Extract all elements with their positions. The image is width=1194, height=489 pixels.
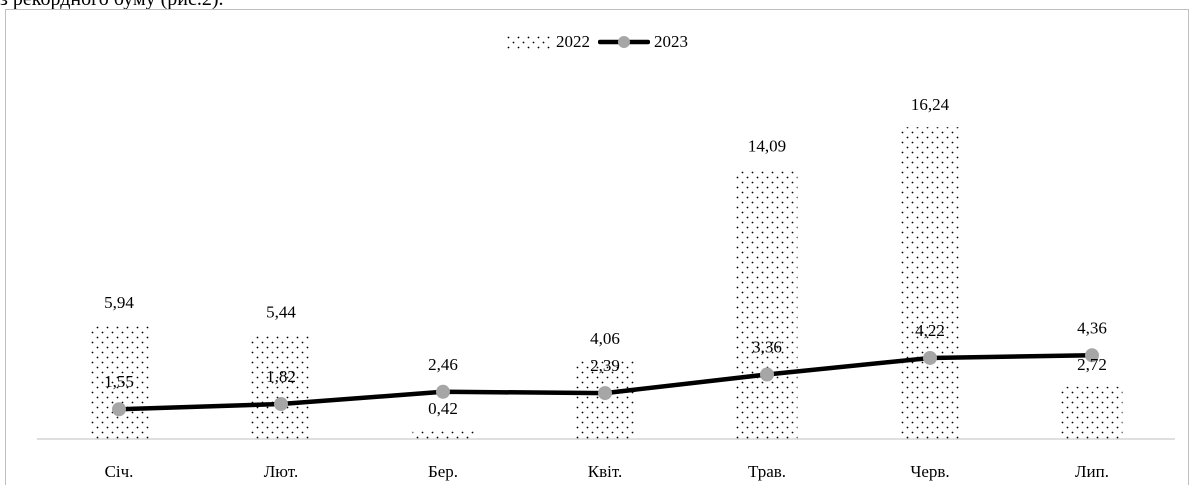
bar-label-2022-4: 14,09 [748, 136, 786, 155]
bars-layer [88, 127, 1123, 440]
legend-label-2023: 2023 [654, 32, 688, 51]
bar-label-2022-1: 5,44 [266, 303, 296, 322]
text-caption: з рекордного буму (рис.2). [0, 0, 224, 11]
bar-label-2022-2: 0,42 [428, 399, 458, 418]
x-tick-label-2: Бер. [428, 462, 458, 481]
bar-label-2022-3: 4,06 [590, 329, 620, 348]
x-tick-label-4: Трав. [748, 462, 786, 481]
point-2023-5 [923, 350, 937, 365]
point-label-2023-6: 4,36 [1077, 318, 1107, 337]
point-label-2023-4: 3,36 [752, 337, 782, 356]
point-label-2023-0: 1,55 [104, 372, 134, 391]
x-tick-label-1: Лют. [264, 462, 298, 481]
point-2023-2 [436, 384, 450, 399]
bar-2022-4 [736, 168, 798, 440]
point-label-2023-3: 2,39 [590, 356, 620, 375]
x-tick-label-6: Лип. [1075, 462, 1109, 481]
point-2023-4 [760, 367, 774, 382]
tick-labels-layer: Січ. Лют. Бер. Квіт. Трав. Черв. Лип. [105, 462, 1109, 481]
bar-2022-6 [1061, 386, 1123, 439]
point-label-2023-2: 2,46 [428, 355, 458, 374]
x-tick-label-5: Черв. [910, 462, 949, 481]
legend-label-2022: 2022 [556, 32, 590, 51]
bar-label-2022-5: 16,24 [911, 95, 950, 114]
bar-2022-0 [88, 324, 150, 439]
bar-2022-5 [899, 127, 961, 439]
bar-2022-2 [412, 430, 474, 439]
legend-swatch-dotted [506, 35, 552, 49]
line-layer [112, 348, 1099, 417]
x-tick-label-3: Квіт. [588, 462, 623, 481]
legend-item-2022: 2022 [506, 32, 590, 52]
x-tick-label-0: Січ. [105, 462, 134, 481]
point-2023-3 [598, 386, 612, 401]
bar-2022-1 [250, 334, 312, 439]
point-label-2023-5: 4,22 [915, 321, 945, 340]
point-label-2023-1: 1,82 [266, 367, 296, 386]
chart-frame [5, 9, 1189, 485]
point-2023-1 [274, 397, 288, 412]
point-2023-6 [1085, 348, 1099, 363]
labels-layer: 5,94 5,44 0,42 4,06 14,09 16,24 2,72 1,55 1,82 2,… [104, 95, 1107, 418]
legend-item-2023: 2023 [598, 32, 688, 52]
legend-swatch-line [598, 36, 650, 48]
legend: 2022 2023 [0, 32, 1194, 52]
point-2023-0 [112, 402, 126, 417]
bar-label-2022-0: 5,94 [104, 293, 134, 312]
bar-label-2022-6: 2,72 [1077, 355, 1107, 374]
